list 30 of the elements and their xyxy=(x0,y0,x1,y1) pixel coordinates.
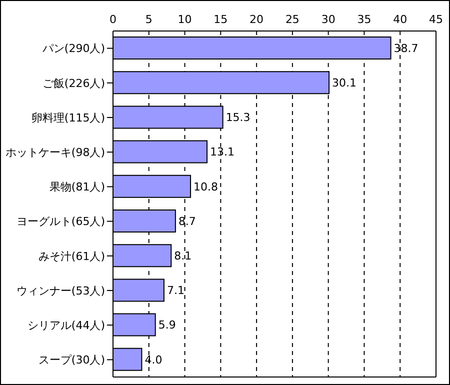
y-tick-label: みそ汁(61人) xyxy=(38,250,105,263)
y-tick-label: 卵料理(115人) xyxy=(31,111,105,124)
y-tick-label: パン(290人) xyxy=(41,42,105,56)
data-label: 13.1 xyxy=(210,146,235,159)
y-tick-label: ヨーグルト(65人) xyxy=(16,215,105,228)
y-tick-label: シリアル(44人) xyxy=(27,319,105,332)
x-tick-label: 40 xyxy=(393,13,408,26)
data-label: 5.9 xyxy=(158,318,176,332)
x-tick-label: 15 xyxy=(214,13,228,26)
x-tick-label: 20 xyxy=(250,13,264,26)
y-tick-label: ホットケーキ(98人) xyxy=(5,146,105,160)
x-tick-label: 30 xyxy=(321,13,336,26)
data-label: 8.7 xyxy=(178,214,196,228)
data-label: 10.8 xyxy=(194,180,218,194)
x-tick-label: 45 xyxy=(429,13,443,26)
data-label: 8.1 xyxy=(174,250,192,263)
x-tick-label: 25 xyxy=(285,13,300,26)
x-tick-label: 0 xyxy=(110,13,116,26)
y-tick-label: ご飯(226人) xyxy=(42,76,105,90)
x-tick-label: 35 xyxy=(357,13,372,26)
x-tick-label: 10 xyxy=(178,13,192,26)
data-label: 15.3 xyxy=(226,111,250,124)
data-label: 4.0 xyxy=(144,353,162,366)
y-tick-label: ウィンナー(53人) xyxy=(16,284,105,298)
y-tick-label: 果物(81人) xyxy=(49,180,105,194)
data-label: 38.7 xyxy=(394,42,418,55)
data-label: 30.1 xyxy=(332,76,357,90)
y-tick-label: スープ(30人) xyxy=(38,354,105,367)
data-label: 7.1 xyxy=(166,284,184,298)
x-tick-label: 5 xyxy=(145,13,152,26)
